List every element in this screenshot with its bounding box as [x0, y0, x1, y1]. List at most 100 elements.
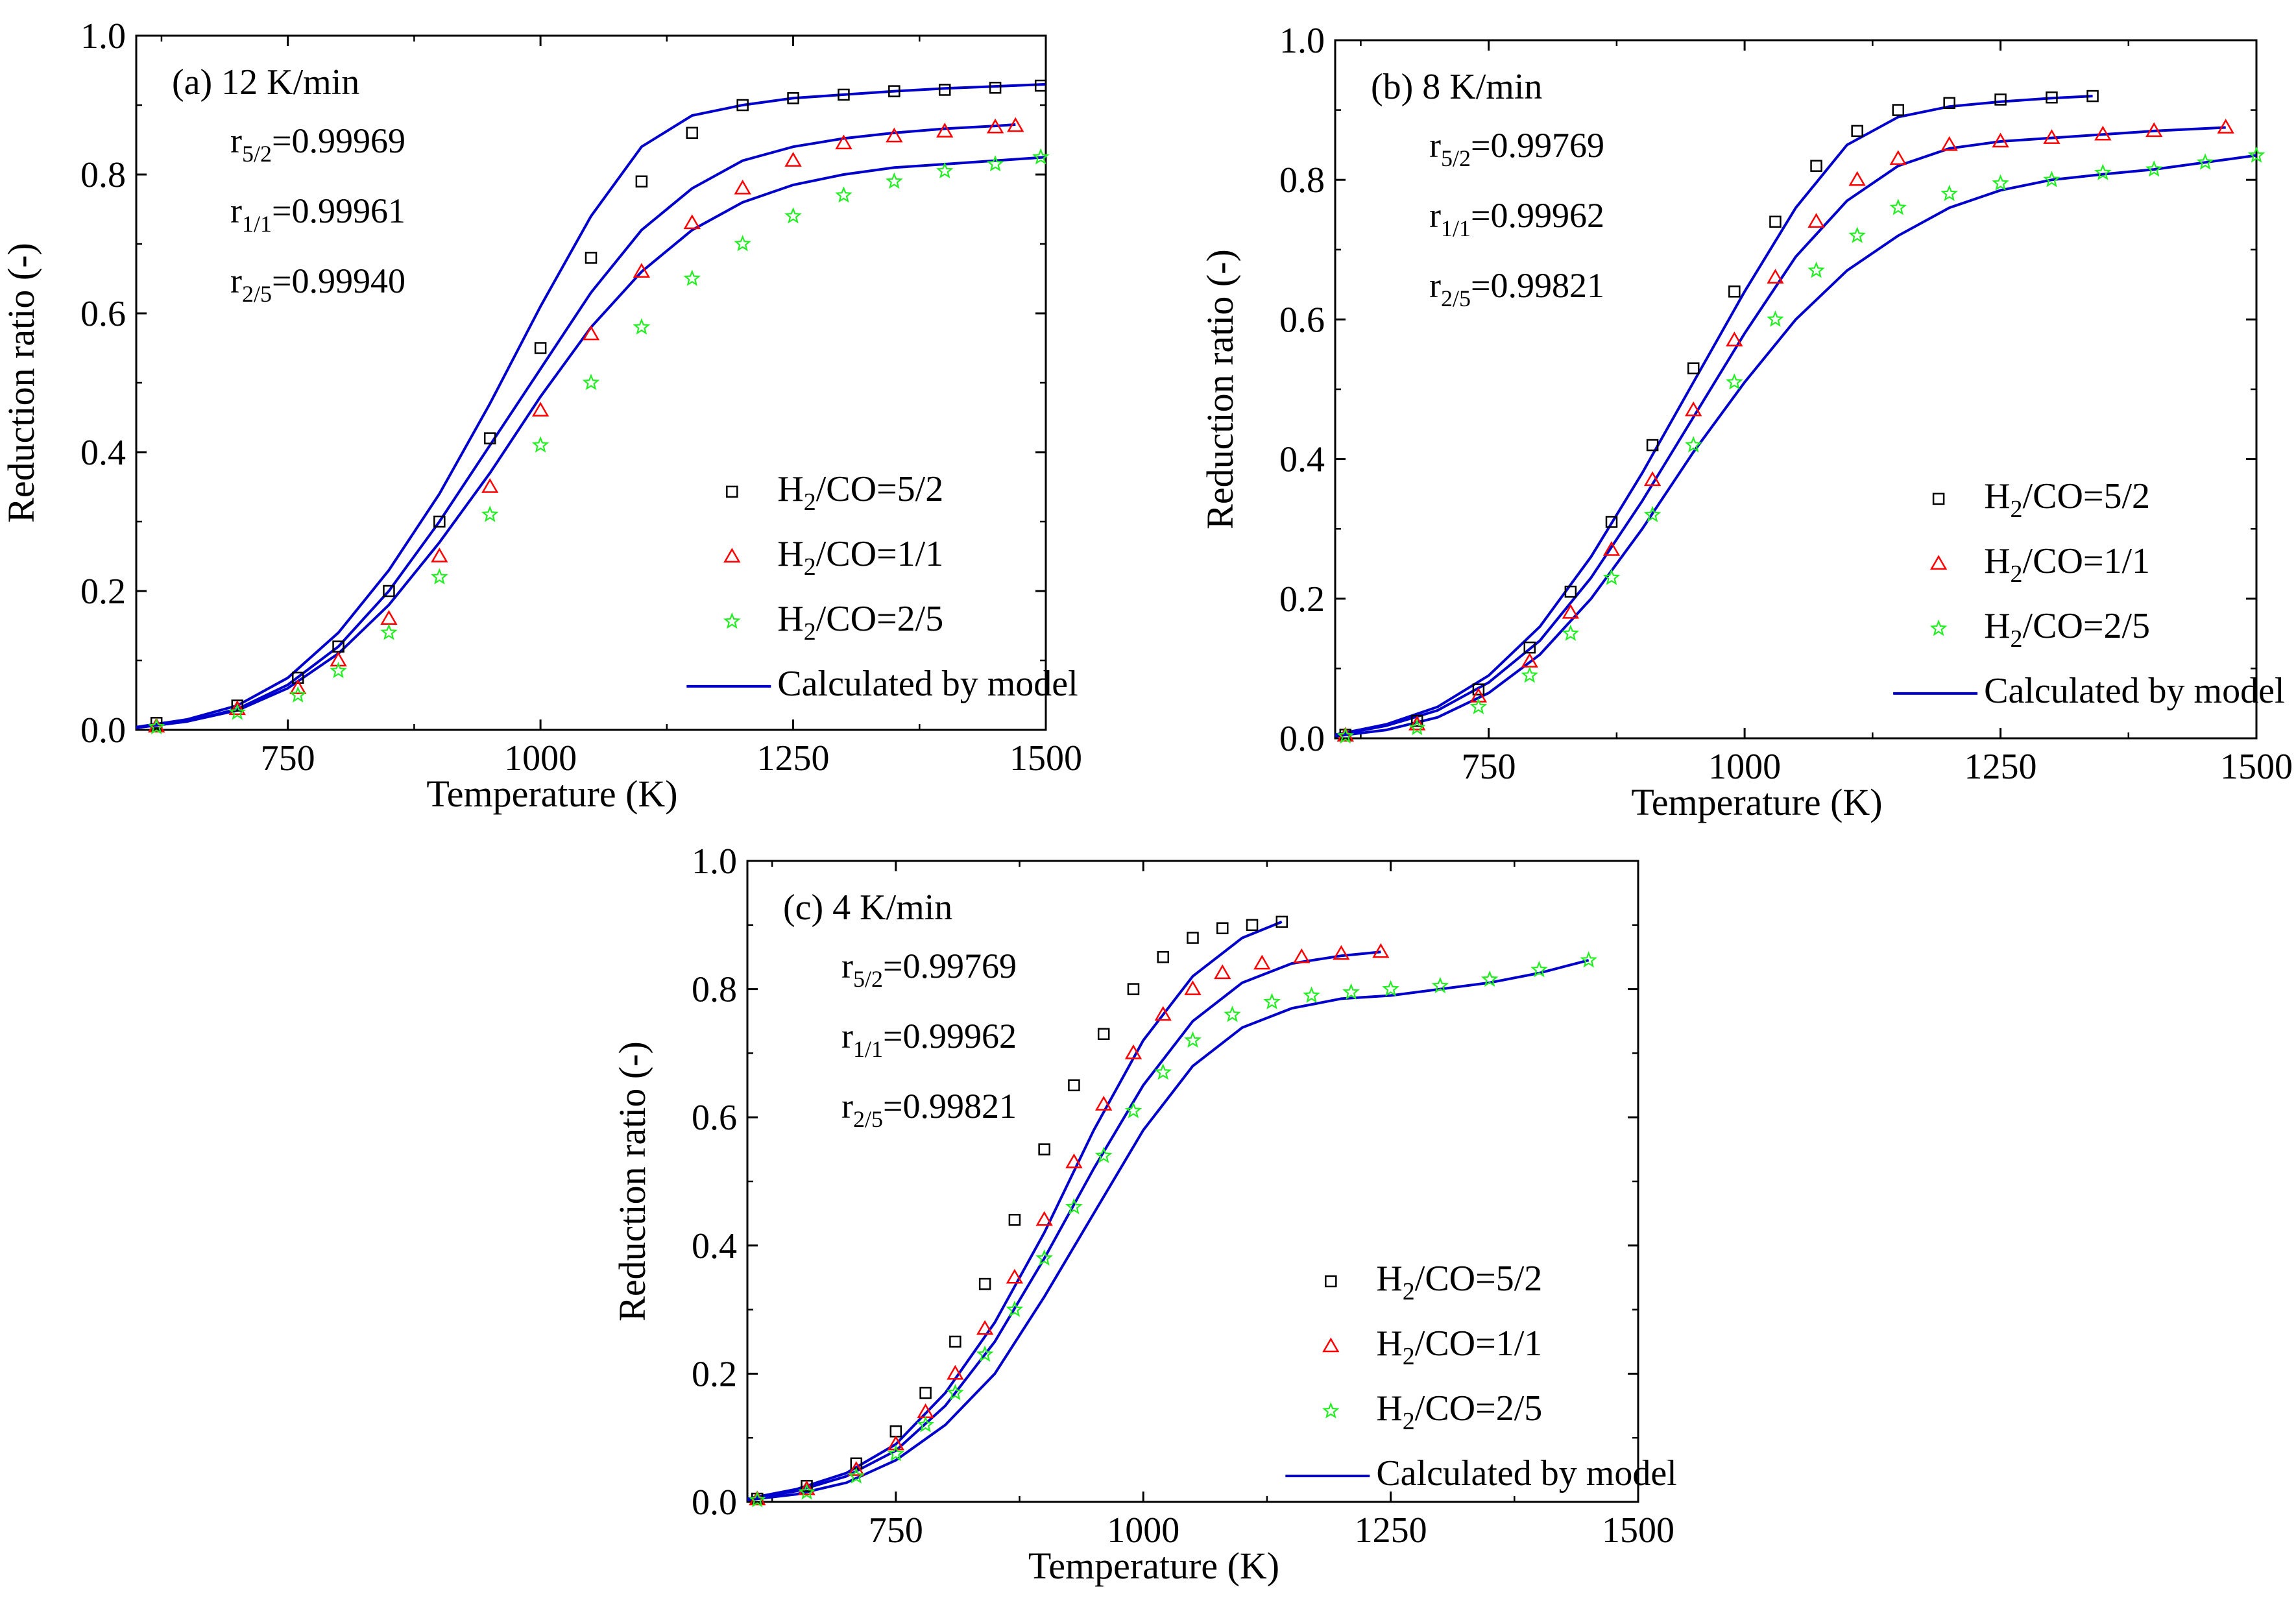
model-curve-2 [1335, 154, 2257, 738]
x-tick-label: 1250 [757, 738, 830, 779]
data-point-star [1480, 970, 1499, 987]
y-tick-label: 0.8 [1279, 160, 1325, 200]
correlation-5-2-rest: =0.99769 [1471, 126, 1604, 165]
data-point-triangle [1767, 269, 1784, 284]
legend-entry-2: H2/CO=2/5 [723, 599, 943, 646]
data-point-star [1263, 993, 1281, 1009]
x-axis-title: Temperature (K) [426, 773, 677, 815]
model-curve-1 [1335, 126, 2226, 737]
data-point-triangle [2094, 125, 2112, 141]
data-point-star [1602, 568, 1621, 585]
data-point-square [1605, 516, 1618, 528]
correlation-2-5-sub: 2/5 [1441, 285, 1471, 311]
correlation-1-1-main: r [230, 191, 242, 230]
data-point-triangle [147, 718, 165, 732]
data-point-triangle [1154, 1006, 1172, 1021]
data-point-square [585, 252, 598, 264]
data-point-triangle [1293, 948, 1311, 963]
data-point-triangle [784, 152, 802, 167]
legend-entry-0: H2/CO=5/2 [726, 469, 943, 516]
data-point-square [949, 1335, 961, 1348]
data-point-triangle [798, 1480, 816, 1495]
data-point-star [1006, 1300, 1024, 1317]
legend-entry-3: Calculated by model [1893, 671, 2285, 711]
data-point-triangle [986, 118, 1004, 134]
y-axis-title: Reduction ratio (-) [1199, 249, 1241, 529]
data-point-star [1336, 727, 1355, 744]
data-point-star [1431, 976, 1449, 993]
x-tick-label: 1000 [504, 738, 577, 779]
legend-marker-star [1322, 1402, 1340, 1419]
correlation-5-2-rest: =0.99769 [883, 947, 1017, 985]
data-point-square [1943, 97, 1955, 110]
correlation-2-5: r2/5=0.99940 [230, 261, 405, 307]
correlation-1-1-main: r [841, 1017, 853, 1056]
legend-label-0-sub: 2 [804, 489, 816, 516]
series-star [147, 148, 1050, 735]
series-star [1336, 146, 2266, 744]
correlation-2-5: r2/5=0.99821 [841, 1087, 1017, 1132]
data-point-square [291, 671, 304, 684]
data-point-star [1342, 983, 1360, 1000]
y-tick-label: 0.4 [692, 1226, 737, 1266]
correlation-1-1-rest: =0.99962 [883, 1017, 1017, 1056]
legend-label-0-rest: /CO=5/2 [2023, 476, 2151, 516]
panel-label: (c) 4 K/min [783, 888, 952, 928]
legend-label-1-rest: /CO=1/1 [816, 534, 944, 574]
panel-label: (a) 12 K/min [172, 62, 359, 103]
data-point-square [483, 432, 496, 444]
data-point-star [531, 436, 550, 453]
data-point-star [1382, 980, 1399, 997]
data-point-star [2094, 163, 2112, 180]
correlation-5-2-main: r [1429, 126, 1441, 165]
data-point-star [1035, 1249, 1053, 1266]
x-tick-label: 1000 [1107, 1510, 1179, 1551]
data-point-triangle [1035, 1211, 1053, 1226]
y-tick-label: 0.2 [692, 1354, 737, 1394]
legend-label-1-main: H [1376, 1323, 1402, 1364]
data-point-triangle [1333, 945, 1350, 960]
data-point-square [938, 84, 951, 96]
correlation-2-5-sub: 2/5 [242, 281, 272, 307]
data-point-star [1154, 1063, 1172, 1080]
legend-label-2: H2/CO=2/5 [1376, 1388, 1542, 1435]
model-curve-0 [1335, 95, 2093, 736]
correlation-1-1: r1/1=0.99961 [230, 191, 405, 237]
data-point-square [1472, 683, 1485, 695]
data-point-square [2046, 91, 2058, 104]
legend-label-2-sub: 2 [804, 618, 816, 646]
x-tick-label: 1500 [1009, 738, 1082, 779]
data-point-star [1224, 1006, 1241, 1022]
data-point-star [917, 1416, 934, 1432]
data-point-triangle [1408, 715, 1426, 731]
data-point-star [2247, 146, 2266, 163]
legend-label-2-rest: /CO=2/5 [1415, 1388, 1543, 1429]
data-point-star [986, 155, 1004, 172]
legend-entry-2: H2/CO=2/5 [1322, 1388, 1542, 1435]
data-point-square [787, 92, 799, 104]
legend-entry-1: H2/CO=1/1 [1929, 541, 2150, 588]
data-point-triangle [749, 1490, 766, 1506]
y-axis-title: Reduction ratio (-) [0, 243, 42, 523]
data-point-triangle [2217, 119, 2234, 134]
data-point-triangle [582, 325, 600, 341]
y-tick-label: 0.4 [1279, 440, 1325, 480]
correlation-5-2-sub: 5/2 [1441, 145, 1471, 171]
data-point-square [1994, 93, 2007, 106]
data-point-triangle [1253, 954, 1271, 970]
data-point-star [1094, 1146, 1113, 1163]
panel-label: (b) 8 K/min [1371, 67, 1542, 107]
data-point-square [888, 85, 900, 97]
model-curve-2 [136, 156, 1046, 729]
correlation-1-1-sub: 1/1 [242, 211, 272, 237]
data-point-square [1646, 439, 1659, 452]
data-point-square [1038, 1143, 1050, 1155]
legend-label-1: H2/CO=1/1 [777, 534, 943, 581]
y-tick-label: 0.0 [692, 1482, 737, 1523]
data-point-star [330, 662, 347, 679]
correlation-1-1-sub: 1/1 [853, 1036, 883, 1062]
x-tick-label: 750 [1462, 747, 1516, 787]
data-point-square [2086, 90, 2099, 103]
legend-label-3-main: Calculated by model [1984, 671, 2284, 711]
legend-label-0-main: H [1376, 1259, 1402, 1299]
